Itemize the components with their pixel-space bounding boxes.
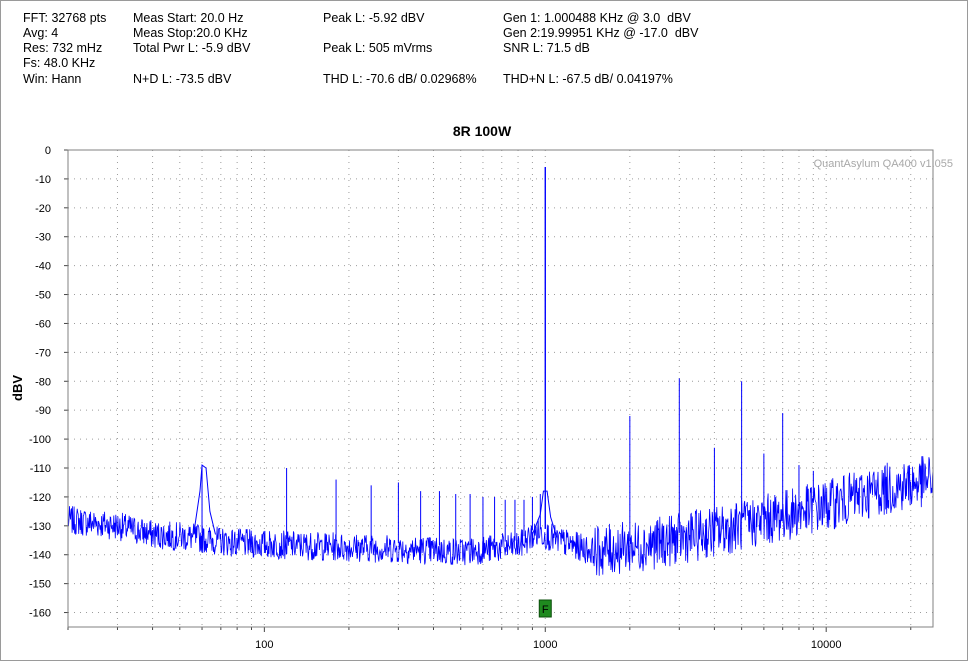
y-tick-label: -70 [35,347,51,359]
chart-title: 8R 100W [453,123,512,139]
y-tick-label: -40 [35,261,51,273]
frequency-marker[interactable]: F [538,599,552,618]
y-tick-label: -110 [30,463,51,475]
measurement-stats: FFT: 32768 pts Avg: 4 Res: 732 mHz Fs: 4… [0,0,970,100]
y-tick-label: -80 [35,376,51,388]
y-tick-label: -60 [35,318,51,330]
x-tick-label: 100 [255,639,273,651]
y-tick-label: -90 [35,405,51,417]
x-tick-label: 1000 [533,639,557,651]
x-tick-label: 10000 [811,639,842,651]
axis-ticks: 0 -10 -20 -30 -40 -50 -60 -70 -80 -90 -100 -110 -120… [29,145,912,651]
noise-floor-trace [67,456,934,576]
meas-stop: Meas Stop:20.0 KHz [133,26,248,40]
y-tick-label: -160 [29,608,51,620]
hum-skirt [193,464,216,535]
noise-distortion: N+D L: -73.5 dBV [133,72,232,86]
marker-box [538,599,552,618]
grid [67,149,933,627]
y-tick-label: -30 [35,232,51,244]
sample-rate: Fs: 48.0 KHz [23,56,96,70]
window-type: Win: Hann [23,72,82,86]
y-tick-label: -50 [35,290,51,302]
y-tick-label: -130 [29,521,51,533]
thd: THD L: -70.6 dB/ 0.02968% [323,72,477,86]
series-group [67,167,934,576]
y-axis-label: dBV [10,375,25,401]
generator-2: Gen 2:19.99951 KHz @ -17.0 dBV [503,26,699,40]
plot-area-border [67,149,934,628]
fft-size: FFT: 32768 pts [23,11,107,25]
snr: SNR L: 71.5 dB [503,41,590,55]
y-tick-label: -120 [29,492,51,504]
peak-mvrms: Peak L: 505 mVrms [323,41,433,55]
fundamental-skirt [531,490,558,538]
y-tick-label: -100 [29,434,51,446]
y-tick-label: -150 [29,579,51,591]
resolution: Res: 732 mHz [23,41,103,55]
marker-label: F [542,604,549,616]
peak-dbv: Peak L: -5.92 dBV [323,11,425,25]
average-count: Avg: 4 [23,26,59,40]
watermark-text: QuantAsylum QA400 v1.055 [814,158,953,170]
y-tick-label: -20 [35,203,51,215]
total-power: Total Pwr L: -5.9 dBV [133,41,251,55]
y-tick-label: 0 [45,145,51,157]
y-tick-label: -10 [35,174,51,186]
meas-start: Meas Start: 20.0 Hz [133,11,244,25]
y-tick-label: -140 [29,550,51,562]
thd-plus-noise: THD+N L: -67.5 dB/ 0.04197% [503,72,673,86]
generator-1: Gen 1: 1.000488 KHz @ 3.0 dBV [503,11,691,25]
